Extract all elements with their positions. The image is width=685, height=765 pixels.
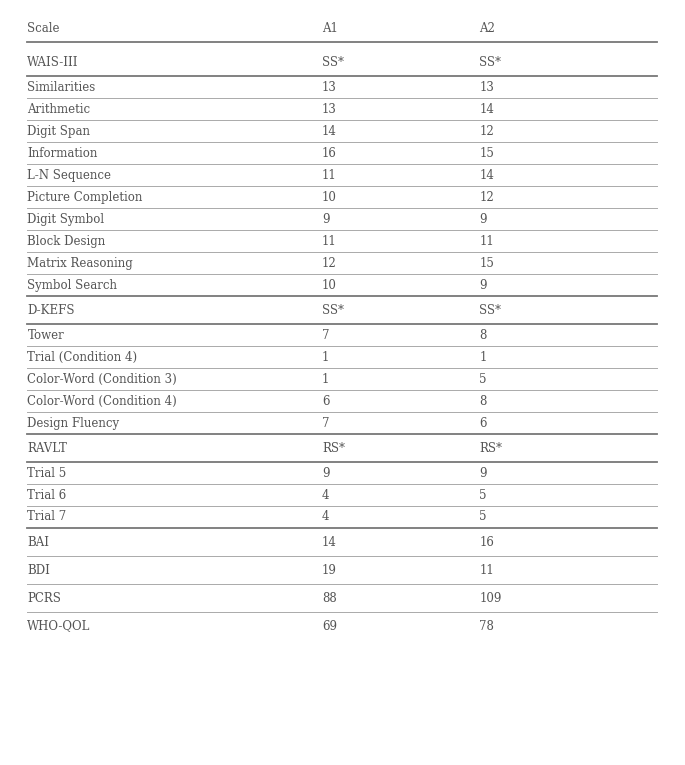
Text: 13: 13 bbox=[322, 103, 337, 116]
Text: 14: 14 bbox=[322, 536, 337, 549]
Text: Tower: Tower bbox=[27, 328, 64, 341]
Text: 1: 1 bbox=[479, 350, 487, 363]
Text: 1: 1 bbox=[322, 350, 329, 363]
Text: Trial 7: Trial 7 bbox=[27, 510, 66, 523]
Text: 15: 15 bbox=[479, 147, 495, 159]
Text: 78: 78 bbox=[479, 620, 495, 633]
Text: Trial 6: Trial 6 bbox=[27, 489, 66, 502]
Text: RS*: RS* bbox=[479, 441, 503, 454]
Text: Trial 5: Trial 5 bbox=[27, 467, 66, 480]
Text: WAIS-III: WAIS-III bbox=[27, 56, 79, 69]
Text: 9: 9 bbox=[322, 467, 329, 480]
Text: L-N Sequence: L-N Sequence bbox=[27, 168, 112, 181]
Text: Scale: Scale bbox=[27, 21, 60, 34]
Text: 6: 6 bbox=[322, 395, 329, 408]
Text: 10: 10 bbox=[322, 190, 337, 203]
Text: Color-Word (Condition 3): Color-Word (Condition 3) bbox=[27, 373, 177, 386]
Text: BAI: BAI bbox=[27, 536, 49, 549]
Text: 9: 9 bbox=[322, 213, 329, 226]
Text: 12: 12 bbox=[322, 256, 337, 269]
Text: 9: 9 bbox=[479, 467, 487, 480]
Text: D-KEFS: D-KEFS bbox=[27, 304, 75, 317]
Text: 8: 8 bbox=[479, 328, 487, 341]
Text: Similarities: Similarities bbox=[27, 80, 96, 93]
Text: BDI: BDI bbox=[27, 564, 50, 577]
Text: SS*: SS* bbox=[322, 56, 344, 69]
Text: RS*: RS* bbox=[322, 441, 345, 454]
Text: 19: 19 bbox=[322, 564, 337, 577]
Text: Color-Word (Condition 4): Color-Word (Condition 4) bbox=[27, 395, 177, 408]
Text: 4: 4 bbox=[322, 510, 329, 523]
Text: Matrix Reasoning: Matrix Reasoning bbox=[27, 256, 133, 269]
Text: 4: 4 bbox=[322, 489, 329, 502]
Text: 88: 88 bbox=[322, 591, 337, 604]
Text: 7: 7 bbox=[322, 328, 329, 341]
Text: Picture Completion: Picture Completion bbox=[27, 190, 142, 203]
Text: 10: 10 bbox=[322, 278, 337, 291]
Text: 6: 6 bbox=[479, 416, 487, 429]
Text: 8: 8 bbox=[479, 395, 487, 408]
Text: SS*: SS* bbox=[479, 304, 501, 317]
Text: 12: 12 bbox=[479, 125, 495, 138]
Text: 7: 7 bbox=[322, 416, 329, 429]
Text: Digit Span: Digit Span bbox=[27, 125, 90, 138]
Text: Arithmetic: Arithmetic bbox=[27, 103, 90, 116]
Text: Information: Information bbox=[27, 147, 98, 159]
Text: 69: 69 bbox=[322, 620, 337, 633]
Text: WHO-QOL: WHO-QOL bbox=[27, 620, 91, 633]
Text: 14: 14 bbox=[479, 168, 495, 181]
Text: SS*: SS* bbox=[322, 304, 344, 317]
Text: 109: 109 bbox=[479, 591, 502, 604]
Text: Trial (Condition 4): Trial (Condition 4) bbox=[27, 350, 138, 363]
Text: 9: 9 bbox=[479, 278, 487, 291]
Text: Design Fluency: Design Fluency bbox=[27, 416, 119, 429]
Text: Block Design: Block Design bbox=[27, 235, 105, 248]
Text: 15: 15 bbox=[479, 256, 495, 269]
Text: 13: 13 bbox=[322, 80, 337, 93]
Text: 12: 12 bbox=[479, 190, 495, 203]
Text: 14: 14 bbox=[322, 125, 337, 138]
Text: A2: A2 bbox=[479, 21, 495, 34]
Text: 5: 5 bbox=[479, 489, 487, 502]
Text: Symbol Search: Symbol Search bbox=[27, 278, 117, 291]
Text: PCRS: PCRS bbox=[27, 591, 61, 604]
Text: 14: 14 bbox=[479, 103, 495, 116]
Text: SS*: SS* bbox=[479, 56, 501, 69]
Text: 9: 9 bbox=[479, 213, 487, 226]
Text: 1: 1 bbox=[322, 373, 329, 386]
Text: 11: 11 bbox=[479, 235, 495, 248]
Text: 16: 16 bbox=[479, 536, 495, 549]
Text: A1: A1 bbox=[322, 21, 338, 34]
Text: 11: 11 bbox=[479, 564, 495, 577]
Text: Digit Symbol: Digit Symbol bbox=[27, 213, 105, 226]
Text: 5: 5 bbox=[479, 510, 487, 523]
Text: 5: 5 bbox=[479, 373, 487, 386]
Text: 13: 13 bbox=[479, 80, 495, 93]
Text: RAVLT: RAVLT bbox=[27, 441, 67, 454]
Text: 11: 11 bbox=[322, 235, 337, 248]
Text: 11: 11 bbox=[322, 168, 337, 181]
Text: 16: 16 bbox=[322, 147, 337, 159]
